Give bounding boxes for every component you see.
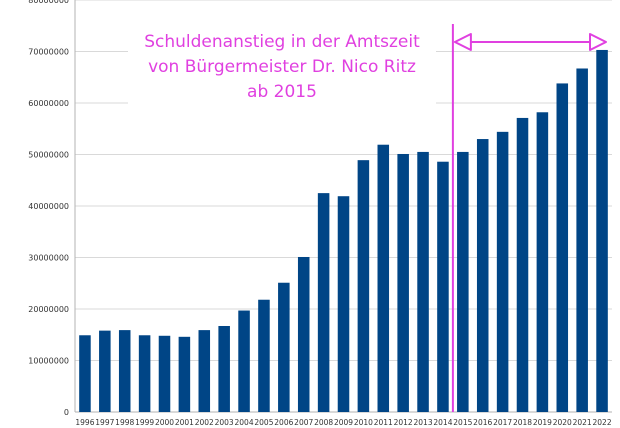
x-tick-label: 2003 — [215, 418, 234, 427]
bar — [576, 68, 588, 413]
x-tick-label: 2013 — [414, 418, 433, 427]
x-tick-label: 2015 — [453, 418, 472, 427]
bar — [198, 330, 211, 412]
bar — [556, 83, 569, 413]
arrow-head-right — [589, 33, 607, 51]
bar — [258, 299, 270, 412]
x-tick-label: 2005 — [254, 418, 273, 427]
y-tick-label: 0 — [64, 408, 69, 417]
x-tick-label: 1997 — [95, 418, 114, 427]
bar — [218, 325, 230, 412]
x-tick-label: 1999 — [135, 418, 154, 427]
x-tick-label: 2019 — [533, 418, 552, 427]
annotation-line-1: Schuldenanstieg in der Amtszeit — [144, 32, 420, 52]
x-tick-label: 2009 — [334, 418, 353, 427]
x-tick-label: 2017 — [493, 418, 512, 427]
x-tick-label: 2018 — [513, 418, 532, 427]
x-tick-label: 2014 — [433, 418, 452, 427]
x-tick-label: 2000 — [155, 418, 174, 427]
bar — [138, 335, 151, 412]
y-tick-label: 40000000 — [28, 202, 69, 211]
x-tick-label: 2006 — [274, 418, 293, 427]
annotation-line-3: ab 2015 — [247, 82, 317, 102]
bar — [596, 49, 608, 413]
y-tick-label: 80000000 — [28, 0, 69, 5]
annotation-line-2: von Bürgermeister Dr. Nico Ritz — [148, 57, 416, 77]
bar — [79, 335, 91, 412]
x-tick-label: 2016 — [473, 418, 492, 427]
y-tick-label: 30000000 — [28, 254, 69, 263]
bar — [496, 131, 509, 412]
x-tick-label: 2001 — [175, 418, 194, 427]
bar — [118, 330, 131, 412]
x-tick-label: 1998 — [115, 418, 134, 427]
x-tick-label: 2022 — [593, 418, 612, 427]
bar — [397, 153, 409, 413]
bar — [357, 160, 370, 412]
bar — [278, 282, 290, 412]
x-tick-label: 1996 — [75, 418, 94, 427]
bars — [79, 49, 608, 413]
bar — [178, 336, 191, 412]
x-axis-ticks: 1996 1997 1998 1999 2000 2001 2002 2003 2004 2005… — [75, 418, 611, 427]
x-tick-label: 2008 — [314, 418, 333, 427]
bar — [337, 196, 350, 412]
x-tick-label: 2020 — [553, 418, 572, 427]
x-tick-label: 2021 — [573, 418, 592, 427]
bar — [99, 330, 111, 412]
x-tick-label: 2010 — [354, 418, 373, 427]
bar — [516, 117, 529, 412]
x-tick-label: 2011 — [374, 418, 393, 427]
bar — [457, 151, 469, 413]
y-tick-label: 10000000 — [28, 357, 69, 366]
x-tick-label: 2007 — [294, 418, 313, 427]
chart-annotation: Schuldenanstieg in der Amtszeit von Bürg… — [128, 30, 436, 105]
bar — [317, 193, 330, 412]
bar — [238, 310, 250, 412]
bar — [377, 144, 390, 412]
bar — [297, 256, 310, 412]
bar — [417, 151, 429, 413]
y-tick-label: 20000000 — [28, 305, 69, 314]
y-tick-label: 50000000 — [28, 151, 69, 160]
y-tick-label: 60000000 — [28, 99, 69, 108]
bar — [158, 335, 171, 412]
bar — [437, 161, 449, 412]
bar — [476, 139, 489, 413]
x-tick-label: 2004 — [235, 418, 254, 427]
y-axis-ticks: 0 10000000 20000000 30000000 40000000 5000000… — [28, 0, 69, 417]
arrow-head-left — [453, 33, 472, 51]
period-marker — [451, 24, 607, 412]
bar — [536, 112, 549, 413]
y-tick-label: 70000000 — [28, 48, 69, 57]
x-tick-label: 2002 — [195, 418, 214, 427]
x-tick-label: 2012 — [394, 418, 413, 427]
